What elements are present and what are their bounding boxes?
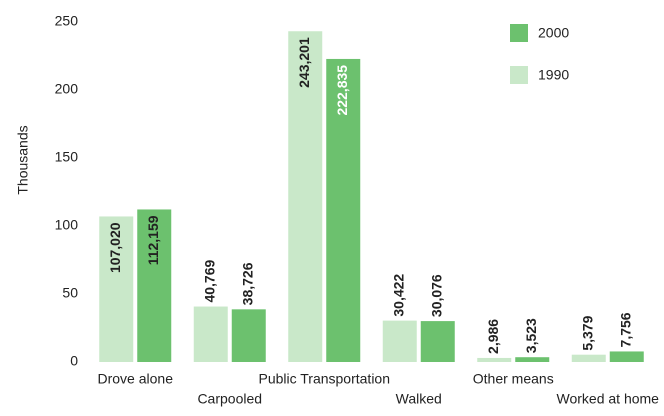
bar: [137, 209, 172, 362]
value-label: 222,835: [334, 65, 350, 116]
y-axis-label: Thousands: [15, 125, 31, 194]
x-tick-label: Public Transportation: [258, 371, 390, 387]
y-tick-label: 100: [55, 217, 79, 233]
x-tick-label: Walked: [396, 391, 442, 407]
legend-swatch: [510, 24, 528, 42]
value-label: 7,756: [617, 312, 633, 347]
x-tick-label: Other means: [473, 371, 554, 387]
bar: [420, 321, 455, 362]
value-label: 40,769: [201, 260, 217, 303]
x-tick-label: Drove alone: [98, 371, 174, 387]
legend-swatch: [510, 66, 528, 84]
bar: [477, 357, 512, 362]
value-label: 30,076: [428, 274, 444, 317]
bar: [515, 357, 550, 362]
value-label: 30,422: [390, 274, 406, 317]
bar: [326, 58, 361, 363]
value-label: 243,201: [296, 37, 312, 88]
y-tick-label: 0: [70, 353, 78, 369]
bar: [609, 351, 644, 362]
y-tick-label: 250: [55, 13, 79, 29]
legend-label: 2000: [538, 25, 569, 41]
bar: [193, 306, 228, 362]
x-tick-label: Carpooled: [197, 391, 262, 407]
value-label: 38,726: [239, 262, 255, 305]
bar: [382, 320, 417, 362]
bar: [231, 309, 266, 362]
y-tick-label: 50: [62, 285, 78, 301]
bar: [571, 354, 606, 362]
value-label: 2,986: [485, 319, 501, 354]
value-label: 5,379: [579, 315, 595, 350]
bar: [288, 31, 323, 362]
legend-label: 1990: [538, 67, 569, 83]
bar: [99, 216, 134, 362]
y-tick-label: 150: [55, 149, 79, 165]
x-tick-label: Worked at home: [557, 391, 660, 407]
value-label: 107,020: [107, 222, 123, 273]
value-label: 112,159: [145, 215, 161, 265]
y-tick-label: 200: [55, 81, 79, 97]
value-label: 3,523: [523, 318, 539, 353]
